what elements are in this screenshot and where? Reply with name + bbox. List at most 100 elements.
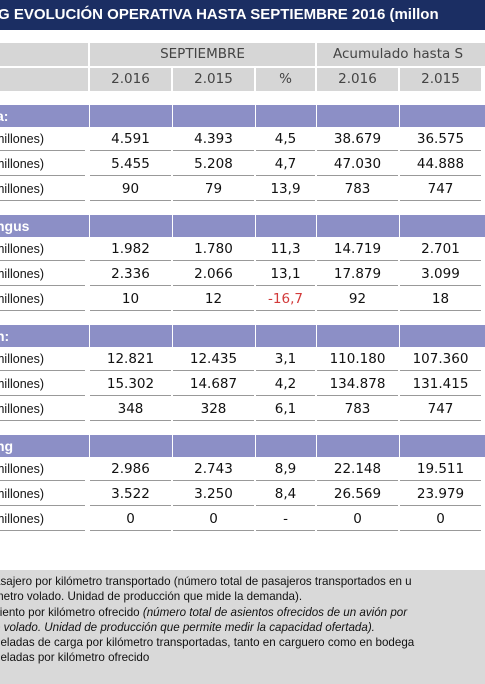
header-row-years: 2.016 2.015 % 2.016 2.015 bbox=[0, 68, 485, 93]
footnote-line: asajero por kilómetro transportado (núme… bbox=[0, 575, 412, 588]
table-cell: 36.575 bbox=[400, 128, 481, 151]
footnote-line: neladas de carga por kilómetro transport… bbox=[0, 636, 415, 650]
table-cell: 47.030 bbox=[317, 153, 398, 176]
table-cell: 18 bbox=[400, 288, 481, 311]
table-cell: 4,2 bbox=[256, 373, 315, 396]
section-divider bbox=[255, 215, 256, 237]
footnote-line: metro volado. Unidad de producción que m… bbox=[0, 590, 303, 604]
table-cell: 4.591 bbox=[90, 128, 171, 151]
section-header: ng bbox=[0, 435, 485, 458]
table-cell: 15.302 bbox=[90, 373, 171, 396]
table-cell: 1.780 bbox=[173, 238, 254, 261]
section-divider bbox=[255, 325, 256, 347]
row-label: millones) bbox=[0, 508, 85, 531]
table-cell: 110.180 bbox=[317, 348, 398, 371]
section-header: ngus bbox=[0, 215, 485, 238]
table-cell: 2.336 bbox=[90, 263, 171, 286]
row-label: millones) bbox=[0, 373, 85, 396]
table-cell: 5.208 bbox=[173, 153, 254, 176]
table-cell: 12 bbox=[173, 288, 254, 311]
section-divider bbox=[316, 215, 317, 237]
section-divider bbox=[316, 325, 317, 347]
section-divider bbox=[89, 215, 90, 237]
table-cell: 8,9 bbox=[256, 458, 315, 481]
section-divider bbox=[316, 435, 317, 457]
footnote-line: o volado. Unidad de producción que permi… bbox=[0, 620, 375, 634]
col-header: 2.015 bbox=[173, 68, 254, 91]
section-header: a: bbox=[0, 105, 485, 128]
row-label: millones) bbox=[0, 153, 85, 176]
table-cell: 92 bbox=[317, 288, 398, 311]
table-cell: 12.435 bbox=[173, 348, 254, 371]
table-cell: 90 bbox=[90, 178, 171, 201]
row-label: millones) bbox=[0, 483, 85, 506]
section-divider bbox=[89, 325, 90, 347]
section-band bbox=[0, 105, 485, 127]
section-divider bbox=[172, 215, 173, 237]
row-label: millones) bbox=[0, 238, 85, 261]
section-name: ng bbox=[0, 438, 14, 454]
row-label: millones) bbox=[0, 178, 85, 201]
section-divider bbox=[89, 105, 90, 127]
section-band bbox=[0, 435, 485, 457]
table-cell: -16,7 bbox=[256, 288, 315, 311]
table-row: millones)00-00 bbox=[0, 508, 485, 533]
table-cell: 13,9 bbox=[256, 178, 315, 201]
table-cell: 0 bbox=[90, 508, 171, 531]
section-name: ngus bbox=[0, 218, 30, 234]
table-cell: 17.879 bbox=[317, 263, 398, 286]
section-divider bbox=[316, 105, 317, 127]
table-cell: 783 bbox=[317, 398, 398, 421]
section-gap bbox=[0, 93, 485, 105]
table-cell: 0 bbox=[317, 508, 398, 531]
section-divider bbox=[172, 325, 173, 347]
table-cell: 747 bbox=[400, 178, 481, 201]
table-cell: 38.679 bbox=[317, 128, 398, 151]
section-gap bbox=[0, 423, 485, 435]
table-cell: 1.982 bbox=[90, 238, 171, 261]
table-cell: - bbox=[256, 508, 315, 531]
row-label: millones) bbox=[0, 263, 85, 286]
table-cell: 26.569 bbox=[317, 483, 398, 506]
table-cell: 3.522 bbox=[90, 483, 171, 506]
section-divider bbox=[172, 435, 173, 457]
table-cell: 23.979 bbox=[400, 483, 481, 506]
row-label: millones) bbox=[0, 348, 85, 371]
table-cell: 44.888 bbox=[400, 153, 481, 176]
table-cell: 14.687 bbox=[173, 373, 254, 396]
table-cell: 783 bbox=[317, 178, 398, 201]
table-body: a:millones)4.5914.3934,538.67936.575mill… bbox=[0, 93, 485, 533]
table-cell: 131.415 bbox=[400, 373, 481, 396]
table-cell: 107.360 bbox=[400, 348, 481, 371]
section-divider bbox=[172, 105, 173, 127]
section-divider bbox=[255, 105, 256, 127]
footnote-line: siento por kilómetro ofrecido (número to… bbox=[0, 605, 408, 619]
table-cell: 13,1 bbox=[256, 263, 315, 286]
header-corner-2 bbox=[0, 68, 88, 91]
table-cell: 348 bbox=[90, 398, 171, 421]
section-band bbox=[0, 325, 485, 347]
table-cell: 2.066 bbox=[173, 263, 254, 286]
header-row-groups: SEPTIEMBRE Acumulado hasta S bbox=[0, 43, 485, 68]
section-divider bbox=[399, 105, 400, 127]
table-cell: 2.743 bbox=[173, 458, 254, 481]
section-name: a: bbox=[0, 108, 9, 124]
table-cell: 6,1 bbox=[256, 398, 315, 421]
table-cell: 8,4 bbox=[256, 483, 315, 506]
table-cell: 3,1 bbox=[256, 348, 315, 371]
table-cell: 4,7 bbox=[256, 153, 315, 176]
header-corner bbox=[0, 43, 88, 66]
table-cell: 2.986 bbox=[90, 458, 171, 481]
operations-table: SEPTIEMBRE Acumulado hasta S 2.016 2.015… bbox=[0, 43, 485, 533]
section-divider bbox=[399, 215, 400, 237]
table-cell: 4,5 bbox=[256, 128, 315, 151]
